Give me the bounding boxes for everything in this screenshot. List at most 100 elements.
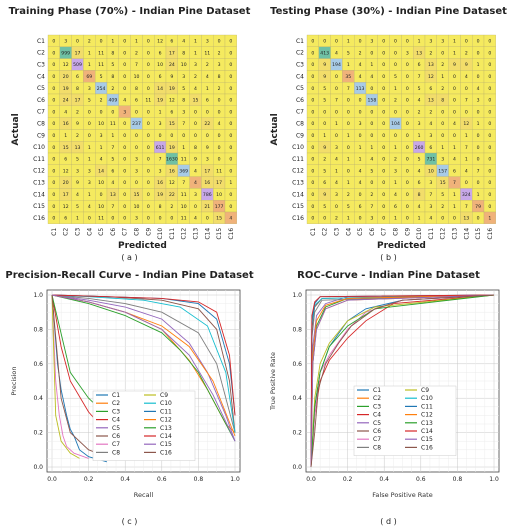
legend-label: C9 xyxy=(160,392,168,399)
cell-value: 0 xyxy=(229,109,232,115)
cell-value: 0 xyxy=(311,74,314,80)
cell-value: 9 xyxy=(323,62,326,68)
cell-value: 194 xyxy=(332,62,341,68)
cell-value: 0 xyxy=(147,133,150,139)
cell-value: 5 xyxy=(76,204,79,210)
x-tick-label: C1 xyxy=(310,228,317,236)
x-tick-label: 1.0 xyxy=(230,476,240,483)
cell-value: 0 xyxy=(147,157,150,163)
cell-value: 0 xyxy=(323,39,326,45)
cell-value: 0 xyxy=(147,216,150,222)
cell-value: 0 xyxy=(488,204,491,210)
cell-value: 0 xyxy=(111,216,114,222)
y-tick-label: C11 xyxy=(33,156,45,163)
cell-value: 0 xyxy=(453,86,456,92)
x-tick-label: C11 xyxy=(169,228,176,240)
cell-value: 0 xyxy=(52,168,55,174)
cell-value: 0 xyxy=(135,133,138,139)
cell-value: 3 xyxy=(441,157,444,163)
cell-value: 0 xyxy=(52,145,55,151)
legend-label: C10 xyxy=(160,400,172,407)
cell-value: 5 xyxy=(88,98,91,104)
heatmap-cell xyxy=(224,211,237,224)
cell-value: 10 xyxy=(98,121,104,127)
cell-value: 0 xyxy=(382,180,385,186)
cell-value: 1 xyxy=(394,86,397,92)
cell-value: 6 xyxy=(429,86,432,92)
series-line-c16 xyxy=(310,294,495,468)
cell-value: 0 xyxy=(147,145,150,151)
cell-value: 4 xyxy=(359,62,362,68)
cell-value: 0 xyxy=(229,133,232,139)
cell-value: 0 xyxy=(147,121,150,127)
cell-value: 0 xyxy=(135,109,138,115)
cell-value: 1 xyxy=(111,133,114,139)
cell-value: 0 xyxy=(229,39,232,45)
cell-value: 1 xyxy=(159,109,162,115)
cell-value: 5 xyxy=(111,157,114,163)
cell-value: 4 xyxy=(111,180,114,186)
y-tick-label: C10 xyxy=(292,144,304,151)
panel-caption: ( d ) xyxy=(380,517,396,526)
cell-value: 11 xyxy=(98,62,104,68)
cell-value: 16 xyxy=(169,168,175,174)
cell-value: 6 xyxy=(206,98,209,104)
cell-value: 7 xyxy=(111,145,114,151)
cell-value: 0 xyxy=(382,145,385,151)
cell-value: 1 xyxy=(370,145,373,151)
cell-value: 9 xyxy=(323,192,326,198)
cell-value: 6 xyxy=(359,204,362,210)
cell-value: 4 xyxy=(453,121,456,127)
legend-label: C2 xyxy=(112,400,120,407)
cell-value: 0 xyxy=(206,109,209,115)
cell-value: 3 xyxy=(100,133,103,139)
cell-value: 0 xyxy=(477,109,480,115)
cell-value: 15 xyxy=(440,180,446,186)
cell-value: 1 xyxy=(453,145,456,151)
cell-value: 4 xyxy=(429,121,432,127)
cell-value: 0 xyxy=(206,133,209,139)
cell-value: 2 xyxy=(170,204,173,210)
cell-value: 0 xyxy=(382,121,385,127)
cell-value: 9 xyxy=(453,62,456,68)
y-tick-label: C2 xyxy=(37,50,45,57)
cell-value: 6 xyxy=(418,62,421,68)
cell-value: 0 xyxy=(147,109,150,115)
cell-value: 0 xyxy=(359,192,362,198)
cell-value: 2 xyxy=(394,157,397,163)
cell-value: 3 xyxy=(159,168,162,174)
cell-value: 0 xyxy=(52,216,55,222)
cell-value: 1 xyxy=(347,216,350,222)
cell-value: 177 xyxy=(215,204,224,210)
cell-value: 0 xyxy=(311,133,314,139)
x-tick-label: C9 xyxy=(404,228,411,236)
cell-value: 7 xyxy=(418,74,421,80)
cell-value: 3 xyxy=(194,62,197,68)
cell-value: 6 xyxy=(170,109,173,115)
cell-value: 0 xyxy=(488,157,491,163)
cell-value: 5 xyxy=(323,86,326,92)
cell-value: 7 xyxy=(429,192,432,198)
cell-value: 1 xyxy=(370,62,373,68)
x-tick-label: C13 xyxy=(193,228,200,240)
cell-value: 3 xyxy=(429,133,432,139)
cell-value: 5 xyxy=(182,86,185,92)
cell-value: 6 xyxy=(394,204,397,210)
cell-value: 1 xyxy=(347,157,350,163)
cell-value: 5 xyxy=(323,204,326,210)
y-tick-label: 1.0 xyxy=(292,292,302,299)
cell-value: 0 xyxy=(370,50,373,56)
cell-value: 1 xyxy=(394,180,397,186)
cell-value: 2 xyxy=(394,98,397,104)
cell-value: 6 xyxy=(135,98,138,104)
heatmap-cell xyxy=(483,211,496,224)
cell-value: 9 xyxy=(323,74,326,80)
cell-value: 16 xyxy=(63,121,69,127)
x-tick-label: 0.0 xyxy=(47,476,57,483)
cell-value: 0 xyxy=(123,192,126,198)
cell-value: 0 xyxy=(123,168,126,174)
cell-value: 9 xyxy=(206,145,209,151)
cell-value: 0 xyxy=(147,168,150,174)
cell-value: 0 xyxy=(194,121,197,127)
cell-value: 0 xyxy=(477,216,480,222)
